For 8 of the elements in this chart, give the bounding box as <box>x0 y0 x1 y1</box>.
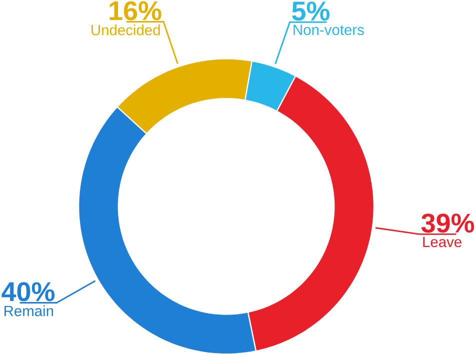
data-label: 39% <box>421 214 474 233</box>
slice-label: Remain <box>4 306 54 316</box>
data-label: 16% <box>110 1 162 20</box>
slice-label: Non-voters <box>294 24 364 36</box>
data-label: 5% <box>292 2 330 21</box>
slice-label: Leave <box>423 237 462 248</box>
slice-label: Undecided <box>92 24 160 36</box>
data-label: 40% <box>2 282 55 302</box>
